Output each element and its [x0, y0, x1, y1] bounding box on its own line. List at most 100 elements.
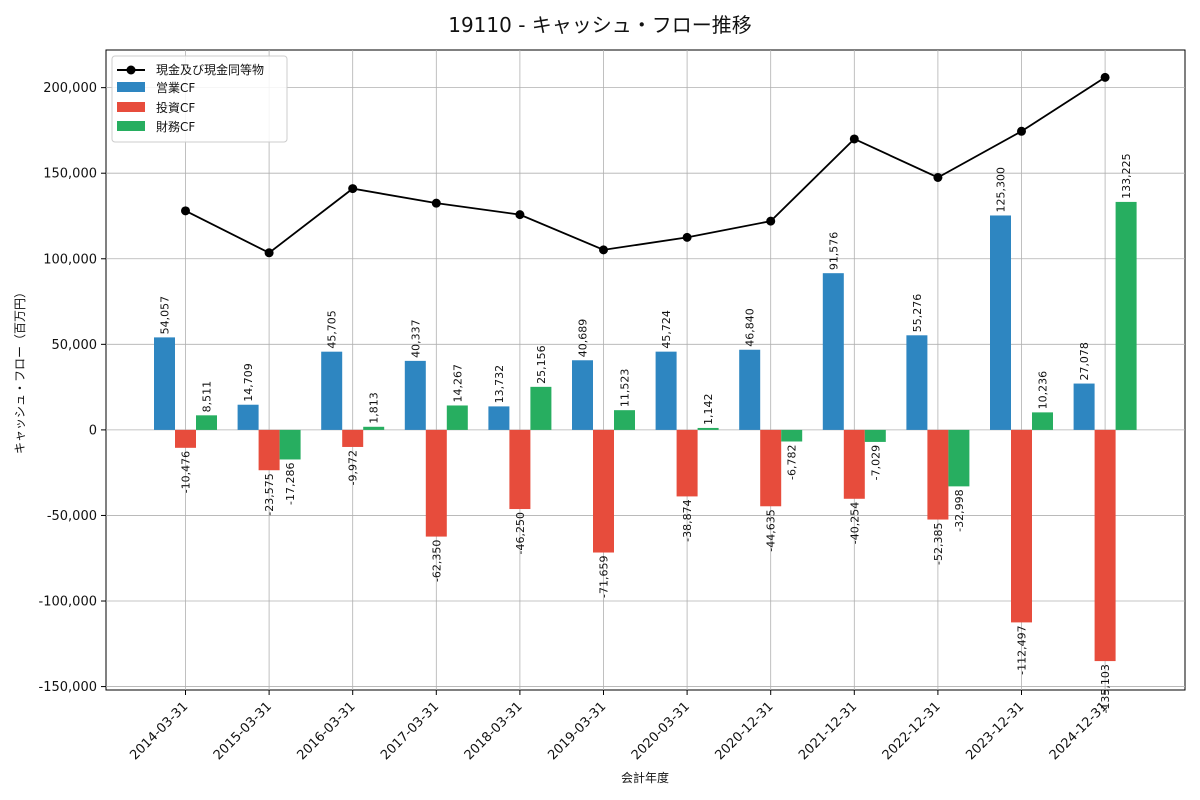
- cash-point: [599, 245, 608, 255]
- bar: [258, 429, 280, 471]
- data-label: -10,476: [180, 451, 193, 493]
- x-tick-label: 2015-03-31: [211, 699, 275, 763]
- data-label: 46,840: [744, 308, 757, 347]
- data-label: 10,236: [1037, 371, 1050, 410]
- bar: [822, 273, 844, 430]
- cash-point: [515, 210, 525, 220]
- bar: [739, 349, 761, 430]
- x-tick-label: 2024-12-31: [1047, 699, 1111, 763]
- data-label: 91,576: [827, 232, 840, 271]
- bar: [697, 427, 719, 430]
- cash-point: [181, 206, 190, 216]
- cash-point: [766, 216, 776, 226]
- bar: [237, 404, 259, 430]
- plot-frame: [105, 49, 1186, 691]
- bar: [1094, 429, 1116, 662]
- y-tick-label: 150,000: [43, 167, 97, 182]
- bar: [404, 360, 426, 430]
- x-axis-label: 会計年度: [621, 770, 669, 785]
- chart-title: 19110 - キャッシュ・フロー推移: [448, 13, 752, 37]
- data-label: -52,385: [932, 523, 945, 565]
- cash-point: [682, 232, 692, 242]
- data-label: -23,575: [263, 473, 276, 515]
- x-tick-label: 2017-03-31: [378, 699, 442, 763]
- bar: [154, 337, 175, 430]
- bar: [1115, 201, 1137, 430]
- data-label: 45,724: [660, 310, 673, 349]
- data-label: 55,276: [911, 294, 924, 333]
- bar: [864, 429, 886, 442]
- legend-line-marker: [126, 65, 136, 75]
- y-tick-label: -150,000: [39, 680, 97, 695]
- data-label: 1,142: [702, 393, 715, 425]
- x-tick-label: 2022-12-31: [880, 699, 944, 763]
- y-axis-label: キャッシュ・フロー（百万円）: [13, 286, 27, 454]
- legend-swatch-operating: [117, 82, 145, 92]
- bar: [488, 406, 510, 430]
- data-label: -38,874: [681, 499, 694, 541]
- cash-point: [933, 172, 943, 182]
- data-label: -17,286: [284, 462, 297, 504]
- data-label: 27,078: [1078, 342, 1091, 381]
- bar: [614, 410, 635, 430]
- data-label: 45,705: [326, 310, 339, 349]
- x-tick-label: 2020-03-31: [629, 699, 693, 763]
- data-label: 40,689: [577, 319, 590, 358]
- x-tick-label: 2020-12-31: [712, 699, 776, 763]
- data-label: 133,225: [1120, 153, 1133, 199]
- bar: [363, 426, 385, 430]
- x-tick-label: 2016-03-31: [294, 699, 358, 763]
- line-layer: [181, 72, 1110, 258]
- bar: [1032, 412, 1053, 430]
- cash-point: [431, 198, 441, 208]
- data-label: 54,057: [159, 296, 172, 335]
- bar: [342, 429, 364, 447]
- bar: [196, 415, 217, 430]
- data-label: 25,156: [535, 345, 548, 384]
- bar: [321, 351, 343, 430]
- legend-box: [111, 55, 288, 143]
- bar: [572, 360, 593, 430]
- data-label: -71,659: [598, 556, 611, 598]
- data-label: 14,267: [451, 364, 464, 403]
- bar: [1011, 429, 1032, 623]
- data-label: -44,635: [765, 509, 778, 551]
- y-tick-label: 50,000: [52, 338, 98, 353]
- legend-swatch-financing: [117, 121, 145, 131]
- data-label: -62,350: [430, 540, 443, 582]
- y-tick-label: 200,000: [43, 81, 97, 96]
- x-tick-label: 2014-03-31: [127, 699, 191, 763]
- legend-swatch-investing: [117, 102, 145, 112]
- cash-point: [849, 134, 859, 144]
- data-label: -46,250: [514, 512, 527, 554]
- bar: [927, 429, 949, 520]
- bar: [843, 429, 865, 499]
- y-tick-label: 0: [89, 423, 97, 438]
- cash-point: [1100, 72, 1110, 82]
- data-label: 11,523: [619, 369, 632, 408]
- bar: [655, 351, 677, 430]
- data-label: -32,998: [953, 489, 966, 531]
- data-label: -40,254: [848, 502, 861, 544]
- bar: [906, 335, 928, 430]
- x-tick-label: 2019-03-31: [545, 699, 609, 763]
- x-tick-label: 2018-03-31: [462, 699, 526, 763]
- y-tick-label: -100,000: [39, 595, 97, 610]
- x-tick-label: 2023-12-31: [963, 699, 1027, 763]
- cash-point: [1017, 126, 1026, 136]
- cash-point: [264, 248, 274, 258]
- data-label: -135,103: [1099, 664, 1112, 713]
- bar: [279, 429, 301, 460]
- cash-point: [348, 184, 358, 194]
- bar: [509, 429, 531, 510]
- data-label: 14,709: [242, 363, 255, 402]
- bar: [676, 429, 698, 497]
- bar: [760, 429, 782, 507]
- cash-line: [185, 76, 1106, 254]
- bar: [1073, 383, 1095, 430]
- data-label: -6,782: [786, 444, 799, 479]
- legend-label-investing: 投資CF: [156, 100, 195, 115]
- bar: [446, 405, 468, 430]
- legend: 現金及び現金同等物 営業CF 投資CF 財務CF: [111, 55, 288, 143]
